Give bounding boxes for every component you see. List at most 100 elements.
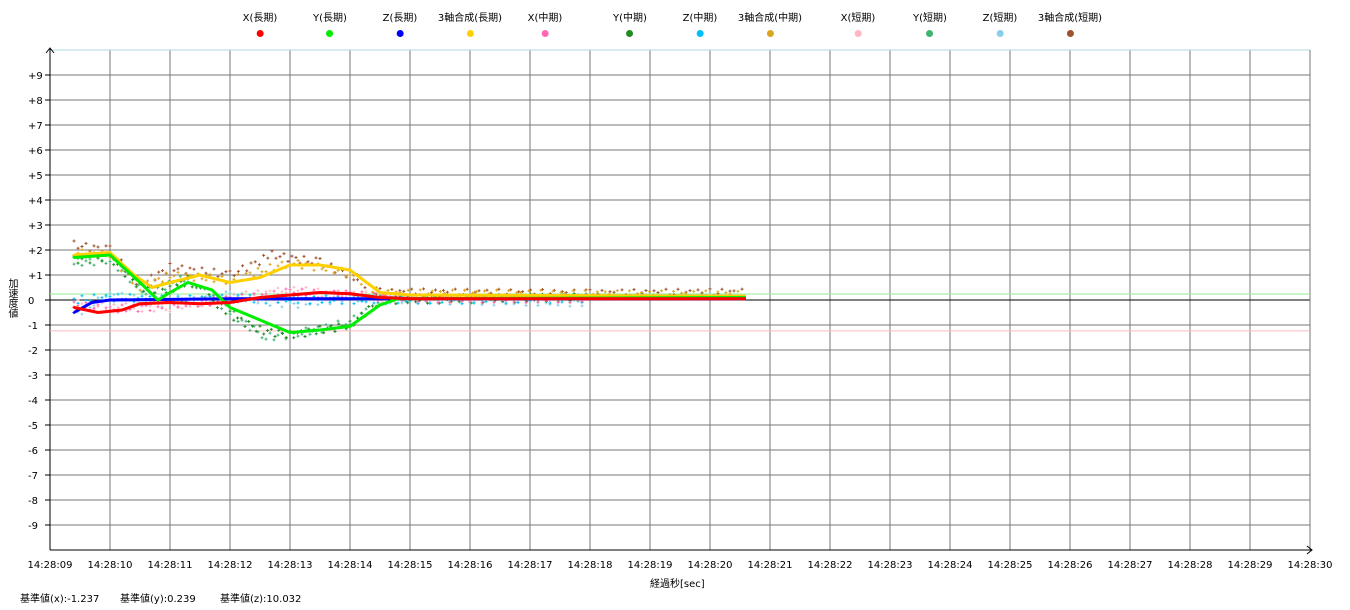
data-point: [536, 297, 540, 301]
data-point: [202, 286, 206, 289]
data-point: [304, 302, 308, 306]
data-point: [524, 293, 528, 297]
data-point: [540, 293, 544, 297]
data-point: [318, 324, 322, 328]
data-point: [128, 298, 132, 302]
legend-item[interactable]: X(長期): [243, 9, 277, 37]
legend-item[interactable]: 3軸合成(短期): [1038, 9, 1102, 37]
legend-item[interactable]: Z(長期): [383, 9, 417, 37]
legend-item[interactable]: 3軸合成(中期): [738, 9, 802, 37]
y-tick-label: +5: [28, 171, 43, 182]
data-point: [281, 294, 284, 298]
legend-item[interactable]: Z(短期): [983, 9, 1017, 37]
data-point: [232, 292, 236, 296]
legend-item[interactable]: X(中期): [528, 9, 562, 37]
data-point: [268, 289, 272, 293]
data-point: [480, 297, 484, 301]
data-point: [127, 306, 131, 309]
data-point: [352, 271, 356, 275]
data-point: [142, 289, 146, 293]
data-point: [188, 294, 192, 298]
data-point: [296, 289, 300, 293]
reference-x: 基準値(x):-1.237: [20, 594, 100, 605]
legend-item[interactable]: Z(中期): [683, 9, 717, 37]
data-point: [318, 263, 322, 267]
data-point: [108, 294, 112, 298]
data-point: [312, 288, 316, 292]
data-point: [648, 297, 652, 301]
data-point: [172, 297, 176, 301]
data-point: [476, 297, 480, 301]
legend-item[interactable]: Y(長期): [313, 9, 347, 37]
data-point: [326, 327, 329, 331]
legend-item[interactable]: 3軸合成(長期): [438, 9, 502, 37]
data-point: [560, 297, 564, 301]
data-point: [504, 297, 508, 301]
data-point: [337, 326, 341, 330]
data-point: [584, 297, 588, 301]
data-point: [208, 297, 212, 301]
data-point: [324, 323, 328, 327]
x-tick-label: 14:28:21: [748, 560, 793, 571]
data-point: [153, 301, 157, 305]
data-point: [456, 297, 460, 301]
data-point: [148, 304, 152, 308]
data-point: [348, 292, 352, 296]
data-point: [88, 254, 92, 258]
data-point: [308, 297, 312, 301]
data-point: [318, 257, 322, 260]
data-point: [344, 292, 348, 296]
legend-item[interactable]: Y(短期): [913, 9, 947, 37]
data-point: [324, 297, 328, 301]
x-axis-arrow: [1306, 545, 1313, 555]
data-point: [512, 293, 516, 297]
data-point: [228, 297, 232, 301]
data-point: [288, 331, 292, 334]
data-point: [440, 293, 444, 297]
data-point: [296, 306, 300, 310]
data-point: [356, 319, 359, 323]
data-point: [273, 324, 277, 328]
data-point: [378, 291, 382, 294]
data-point: [92, 293, 96, 297]
x-tick-label: 14:28:18: [568, 560, 613, 571]
data-point: [194, 274, 198, 278]
data-point: [190, 282, 194, 286]
data-point: [239, 299, 243, 303]
data-point: [96, 296, 100, 300]
legend-label: 3軸合成(中期): [737, 13, 803, 24]
data-point: [284, 299, 288, 303]
data-point: [360, 297, 364, 301]
data-point: [524, 301, 528, 305]
data-point: [296, 330, 299, 334]
data-point: [240, 318, 244, 322]
data-point: [123, 267, 127, 271]
data-point: [322, 331, 326, 335]
data-point: [456, 293, 460, 297]
data-point: [341, 325, 344, 329]
y-tick-label: +6: [28, 146, 43, 157]
data-point: [524, 303, 528, 307]
data-point: [249, 261, 253, 265]
data-point: [588, 297, 592, 301]
data-point: [276, 297, 280, 301]
data-point: [152, 295, 156, 298]
data-point: [136, 298, 140, 302]
legend-item[interactable]: X(短期): [841, 9, 875, 37]
data-point: [732, 297, 736, 301]
data-point: [76, 306, 80, 310]
data-point: [127, 270, 131, 274]
legend-item[interactable]: Y(中期): [613, 9, 647, 37]
data-point: [183, 277, 187, 281]
data-point: [161, 283, 165, 286]
data-point: [460, 293, 464, 297]
data-point: [108, 253, 112, 257]
data-point: [445, 290, 449, 294]
data-point: [332, 271, 336, 275]
y-tick-label: -8: [28, 496, 38, 507]
data-point: [318, 328, 322, 332]
data-point: [464, 293, 468, 297]
data-point: [612, 290, 616, 294]
data-point: [164, 293, 168, 297]
data-point: [316, 325, 320, 329]
